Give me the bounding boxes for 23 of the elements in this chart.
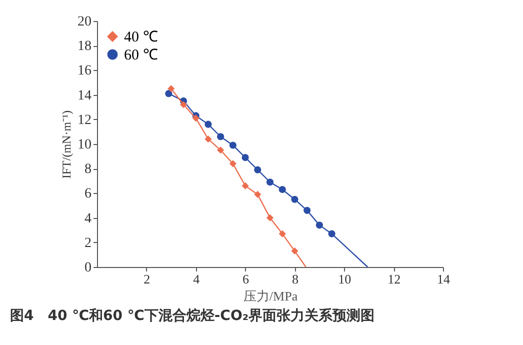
x-tick-label: 14 (437, 272, 450, 286)
y-tick-label: 4 (84, 211, 92, 226)
y-tick-label: 20 (78, 14, 92, 30)
x-tick-label: 10 (338, 272, 352, 286)
x-tick-label: 12 (388, 272, 401, 286)
y-tick-label: 0 (84, 260, 92, 276)
y-tick-label: 2 (84, 236, 92, 251)
y-tick-label: 8 (84, 162, 92, 178)
y-tick-label: 12 (78, 112, 92, 128)
x-tick-label: 8 (292, 272, 298, 286)
y-tick-label: 18 (78, 39, 92, 54)
y-tick-label: 6 (84, 186, 92, 202)
x-tick-label: 6 (242, 272, 250, 286)
legend-label: 40 ℃ (124, 30, 158, 46)
x-tick-label: 2 (144, 272, 150, 286)
y-tick-label: 14 (78, 88, 92, 104)
x-tick-label: 4 (193, 272, 200, 286)
y-axis-title: IFT/(mN·m⁻¹) (60, 110, 74, 179)
y-tick-label: 16 (78, 64, 92, 79)
x-axis-title: 压力/MPa (243, 288, 298, 304)
legend-label: 60 ℃ (124, 48, 158, 64)
caption: 图4 40 ℃和60 ℃下混合烷烃-CO₂界面张力关系预测图 (10, 307, 374, 324)
y-tick-label: 10 (78, 138, 92, 152)
